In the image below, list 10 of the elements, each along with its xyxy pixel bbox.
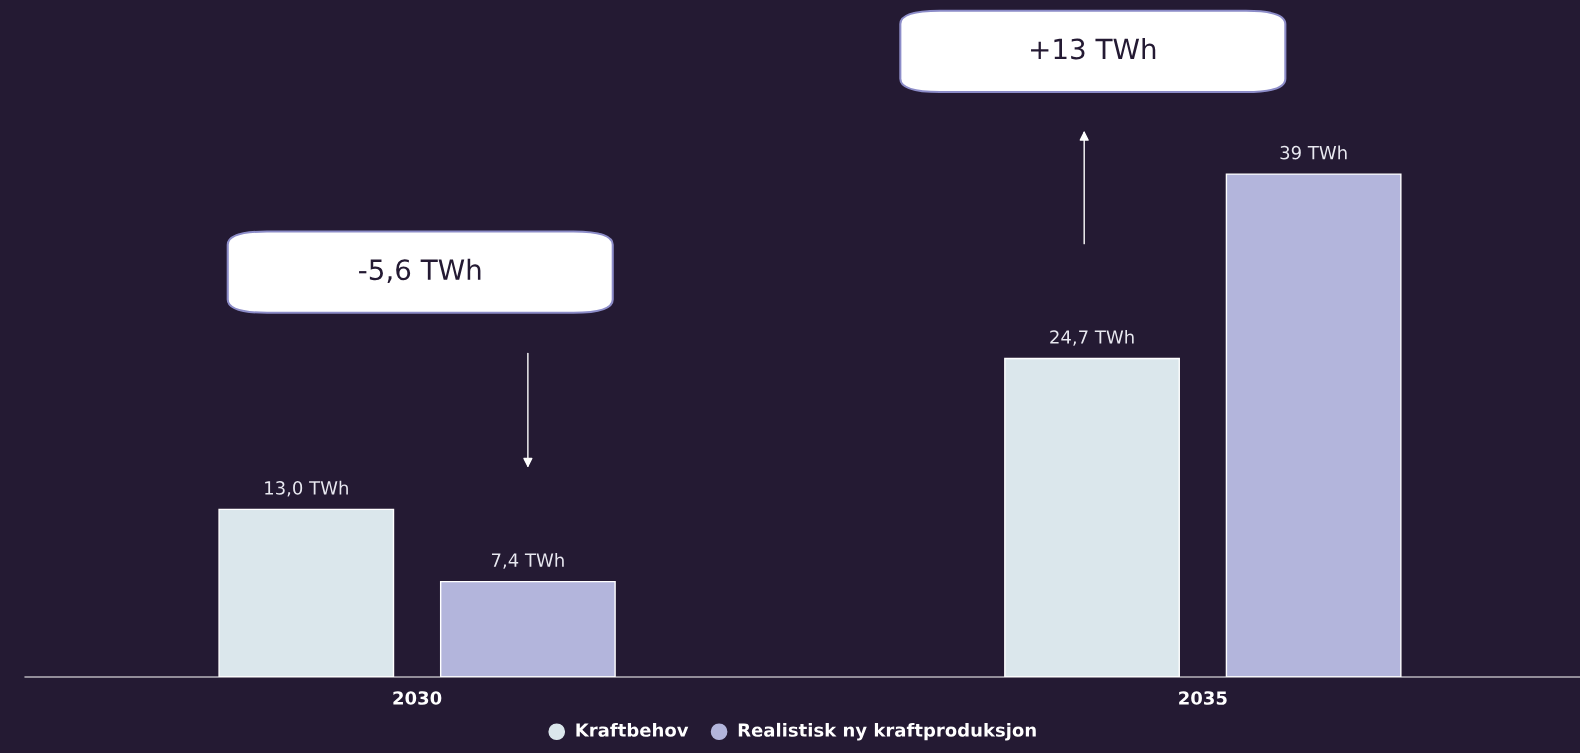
data-label: 39 TWh — [1280, 145, 1347, 160]
data-label: 24,7 TWh — [1050, 329, 1134, 346]
annotation: +13 TWh — [1031, 38, 1156, 60]
annotation: -5,6 TWh — [359, 258, 481, 284]
data-label: 7,4 TWh — [491, 552, 564, 569]
legend-label: Kraftbehov — [576, 722, 689, 737]
x-tick-label: 2030 — [393, 691, 442, 705]
x-tick-label: 2035 — [1179, 691, 1227, 705]
legend-label: Realistisk ny kraftproduksjon — [738, 722, 1036, 741]
data-label: 13,0 TWh — [265, 480, 348, 497]
